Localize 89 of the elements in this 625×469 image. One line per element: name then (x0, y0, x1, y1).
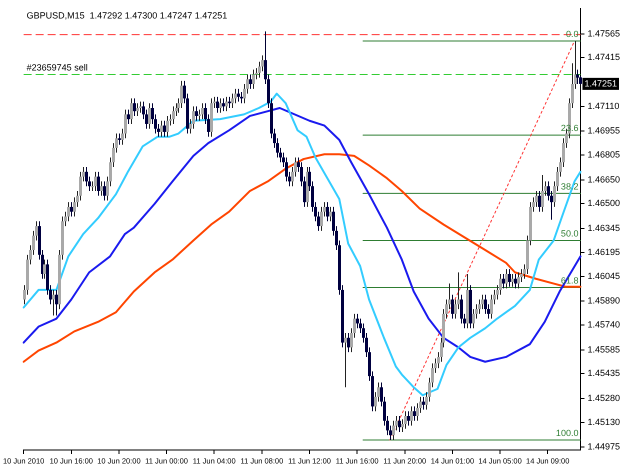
y-tick-label: 1.46650 (587, 174, 620, 184)
candlestick (201, 102, 204, 120)
candlestick (285, 156, 288, 182)
candlestick (67, 202, 70, 222)
candlestick (222, 98, 225, 112)
candlestick (195, 106, 198, 122)
y-tick-label: 1.46805 (587, 150, 620, 160)
candlestick (216, 96, 219, 114)
y-tick-label: 1.45130 (587, 416, 620, 427)
candlestick (130, 98, 133, 124)
candlestick (398, 416, 401, 432)
candlestick (344, 332, 347, 388)
candlestick (404, 410, 407, 430)
candlestick (422, 396, 425, 410)
y-tick-label: 1.47565 (587, 28, 620, 38)
candlestick (514, 273, 517, 289)
candlestick (508, 268, 511, 288)
y-tick-label: 1.47415 (587, 52, 620, 62)
candlestick (70, 202, 73, 218)
candlestick (541, 174, 544, 212)
candlestick (329, 206, 332, 222)
y-tick-label: 1.46500 (587, 198, 620, 208)
candlestick (228, 96, 231, 108)
candlestick (192, 106, 195, 130)
candlestick (97, 171, 100, 196)
candlestick (136, 102, 139, 116)
candlestick (460, 294, 463, 324)
candlestick (472, 308, 475, 329)
candlestick (94, 171, 97, 192)
candlestick (451, 294, 454, 320)
candlestick (240, 92, 243, 104)
candlestick (511, 273, 514, 288)
y-tick-label: 1.46955 (587, 126, 620, 136)
y-tick-label: 1.45890 (587, 296, 620, 306)
candlestick (535, 190, 538, 208)
candlestick (481, 294, 484, 310)
candlestick (172, 106, 175, 124)
candlestick (356, 313, 359, 329)
candlestick (133, 98, 136, 116)
candlestick (160, 120, 163, 138)
candlestick (127, 109, 130, 124)
chart-title: GBPUSD,M15 1.47292 1.47300 1.47247 1.47251 (26, 10, 228, 20)
candlestick (166, 115, 169, 138)
series-label: 23.6 (560, 123, 578, 134)
candlestick (249, 74, 252, 90)
annotation: 1.47251 (584, 78, 618, 88)
candlestick (517, 272, 520, 289)
candlestick (484, 294, 487, 314)
candlestick (52, 289, 55, 316)
candlestick (55, 289, 58, 316)
candlestick (320, 206, 323, 232)
series-label: 50.0 (560, 228, 578, 238)
candlestick (392, 420, 395, 440)
candlestick (407, 410, 410, 426)
candlestick (234, 88, 237, 104)
candlestick (231, 93, 234, 108)
candlestick (100, 180, 103, 196)
candlestick (225, 96, 228, 112)
candlestick (103, 180, 106, 202)
candlestick (576, 69, 579, 85)
y-tick-label: 1.44975 (587, 442, 620, 452)
candlestick (219, 98, 222, 114)
ref-line-label: #23659745 sell (26, 62, 88, 72)
candlestick (499, 273, 502, 296)
candlestick (502, 273, 505, 289)
candlestick (410, 406, 413, 426)
y-tick-label: 1.45585 (587, 344, 620, 354)
y-tick-label: 1.46195 (587, 246, 620, 257)
candlestick (118, 133, 121, 146)
candlestick (413, 406, 416, 422)
candlestick (347, 332, 350, 353)
series-label: 100.0 (556, 428, 578, 438)
y-tick-label: 1.45435 (587, 368, 620, 378)
y-tick-label: 1.45280 (587, 392, 620, 403)
candlestick (163, 120, 166, 138)
y-tick-label: 1.46345 (587, 222, 620, 233)
candlestick (538, 190, 541, 212)
y-tick-label: 1.46045 (587, 270, 620, 281)
candlestick (85, 166, 88, 187)
candlestick (252, 69, 255, 90)
y-tick-label: 1.45740 (587, 320, 620, 330)
candlestick (490, 294, 493, 320)
y-tick-label: 1.47110 (587, 100, 620, 111)
candlestick (505, 268, 508, 289)
candlestick (139, 101, 142, 114)
candlestick (237, 88, 240, 102)
candlestick (326, 202, 329, 222)
candlestick (43, 259, 46, 280)
candlestick (148, 102, 151, 130)
